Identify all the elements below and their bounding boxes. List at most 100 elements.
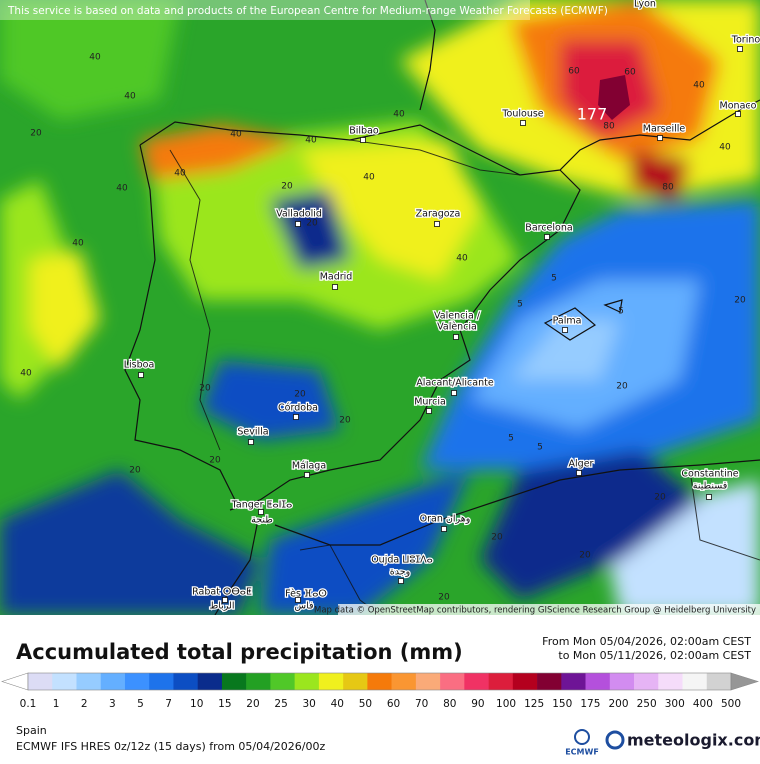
colorbar-label: 40 — [331, 698, 344, 710]
colorbar-cell — [512, 673, 538, 690]
model-info: ECMWF IFS HRES 0z/12z (15 days) from 05/… — [16, 740, 326, 753]
contour-label: 80 — [662, 183, 674, 193]
city-dot — [304, 472, 310, 478]
contour-label: 40 — [116, 184, 128, 194]
city-dot — [138, 372, 144, 378]
contour-label: 40 — [305, 136, 317, 146]
contour-labels: 40 40 40 40 40 20 40 40 40 20 20 40 40 20 20 20 5 5 5 5 20 20… — [20, 53, 746, 603]
contour-label: 20 — [294, 390, 306, 400]
city-label: طنجة — [251, 515, 273, 526]
colorbar-label: 60 — [387, 698, 400, 710]
contour-label: 20 — [30, 129, 42, 139]
colorbar-label: 5 — [137, 698, 144, 710]
city-label: Córdoba — [278, 403, 318, 414]
colorbar-cap — [730, 672, 759, 691]
city-dot — [426, 408, 432, 414]
colorbar-cell — [294, 673, 320, 690]
colorbar-label: 250 — [637, 698, 657, 710]
city-label: Málaga — [292, 461, 326, 472]
notice: This service is based on data and produc… — [7, 5, 608, 17]
contour-label: 20 — [491, 533, 503, 543]
city-label: Madrid — [320, 272, 353, 283]
city-dot — [735, 111, 741, 117]
contour-label: 20 — [654, 493, 666, 503]
colorbar-cell — [391, 673, 417, 690]
colorbar-cell — [706, 673, 732, 690]
colorbar-label: 50 — [359, 698, 372, 710]
colorbar-label: 2 — [81, 698, 88, 710]
colorbar-label: 0.1 — [20, 698, 37, 710]
contour-label: 40 — [456, 254, 468, 264]
city-label: Alger — [569, 459, 594, 470]
colorbar-label: 80 — [443, 698, 456, 710]
precip-field — [0, 0, 760, 615]
colorbar-cell — [658, 673, 683, 690]
colorbar-cell — [52, 673, 77, 690]
contour-label: 60 — [568, 67, 580, 77]
city-label: Rabat ⵔⴱⴰⵟ — [192, 587, 252, 598]
colorbar-label: 20 — [246, 698, 259, 710]
city-label: Tanger ⵟⴰⵏⵊⴰ — [231, 500, 293, 511]
ecmwf-logo: ECMWF — [565, 748, 599, 757]
contour-label: 20 — [306, 219, 318, 229]
valid-from: From Mon 05/04/2026, 02:00am CEST — [542, 635, 751, 648]
colorbar-label: 15 — [218, 698, 231, 710]
colorbar-cell — [537, 673, 562, 690]
city-label: وجدة — [390, 567, 410, 578]
colorbar-cell — [682, 673, 708, 690]
contour-label: 5 — [537, 443, 543, 453]
colorbar-label: 200 — [608, 698, 628, 710]
city-label: Oujda ⵡⵓⵊⴷⴰ — [371, 555, 433, 566]
colorbar-label: 125 — [524, 698, 544, 710]
city-dot — [360, 137, 366, 143]
city-dot — [520, 120, 526, 126]
colorbar-label: 25 — [274, 698, 287, 710]
city-label: Bilbao — [349, 126, 379, 137]
city-label: الرباط — [209, 601, 234, 612]
colorbar-label: 150 — [552, 698, 572, 710]
contour-label: 40 — [89, 53, 101, 63]
colorbar-cell — [173, 673, 198, 690]
colorbar-label: 400 — [693, 698, 713, 710]
city-dot — [258, 509, 264, 515]
city-dot — [562, 327, 568, 333]
city-label: Zaragoza — [416, 209, 461, 220]
colorbar-cell — [415, 673, 441, 690]
colorbar-label: 3 — [109, 698, 116, 710]
colorbar-label: 100 — [496, 698, 516, 710]
colorbar-cell — [634, 673, 659, 690]
contour-label: 40 — [20, 369, 32, 379]
contour-label: 20 — [199, 384, 211, 394]
colorbar-cell — [343, 673, 368, 690]
legend-title: Accumulated total precipitation (mm) — [16, 640, 463, 664]
colorbar-cell — [149, 673, 174, 690]
ecmwf-icon — [574, 729, 590, 745]
colorbar-cell — [464, 673, 489, 690]
city-dot — [451, 390, 457, 396]
contour-label: 20 — [734, 296, 746, 306]
contour-label: 40 — [363, 173, 375, 183]
city-dot — [222, 597, 228, 603]
city-dot — [544, 234, 550, 240]
contour-label: 40 — [174, 169, 186, 179]
city-label: València — [437, 322, 477, 333]
colorbar-label: 7 — [165, 698, 172, 710]
colorbar-cell — [270, 673, 295, 690]
city-label: Palma — [553, 316, 582, 327]
contour-label: 40 — [719, 143, 731, 153]
colorbar-label: 300 — [665, 698, 685, 710]
city-label: Lyon — [634, 0, 656, 10]
colorbar-label: 30 — [303, 698, 316, 710]
contour-label: 40 — [393, 110, 405, 120]
contour-label: 40 — [124, 92, 136, 102]
colorbar-cell — [246, 673, 271, 690]
city-label: Lisboa — [124, 360, 155, 371]
contour-label: 5 — [517, 300, 523, 310]
city-label: Barcelona — [525, 223, 572, 234]
contour-label: 5 — [618, 307, 624, 317]
colorbar-cell — [28, 673, 53, 690]
colorbar-cell — [488, 673, 514, 690]
city-label: فاس — [294, 601, 313, 612]
contour-label: 20 — [579, 551, 591, 561]
